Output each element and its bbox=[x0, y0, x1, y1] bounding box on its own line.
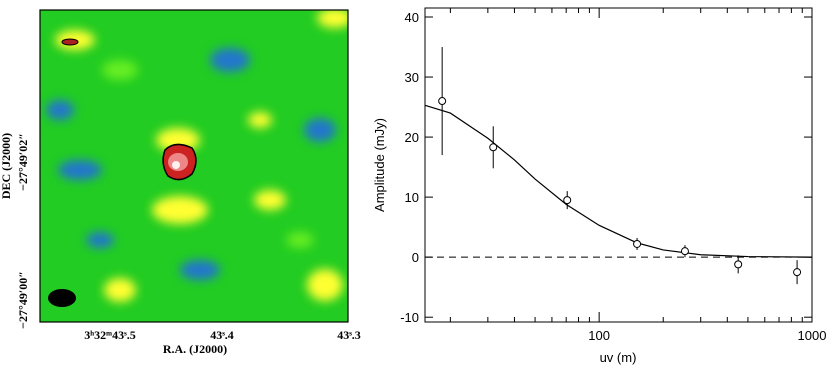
x-tick-label: 1000 bbox=[798, 328, 827, 343]
data-point bbox=[438, 97, 447, 106]
y-tick-label: 20 bbox=[405, 130, 419, 145]
map-x-tick-label: 43ˢ.4 bbox=[210, 328, 234, 342]
data-point bbox=[489, 143, 498, 152]
map-x-tick-label: 43ˢ.3 bbox=[337, 328, 361, 342]
map-ylabel: DEC (J2000) bbox=[0, 133, 13, 199]
data-point bbox=[680, 247, 689, 256]
beam bbox=[48, 289, 76, 307]
y-axis-label: Amplitude (mJy) bbox=[372, 118, 387, 212]
map-y-tick-label: −27°49′02″ bbox=[16, 133, 30, 191]
x-tick-label: 100 bbox=[588, 328, 610, 343]
data-point bbox=[734, 260, 743, 269]
map-x-tick-label: 3ʰ32ᵐ43ˢ.5 bbox=[84, 328, 135, 342]
map bbox=[40, 10, 348, 322]
map-y-tick-label: −27°49′00″ bbox=[16, 271, 30, 329]
data-point bbox=[633, 239, 642, 248]
plot-frame bbox=[424, 7, 813, 323]
data-point bbox=[793, 268, 802, 277]
source-peak bbox=[172, 161, 180, 169]
y-tick-label: 10 bbox=[405, 190, 419, 205]
y-tick-label: 30 bbox=[405, 70, 419, 85]
map-xlabel: R.A. (J2000) bbox=[163, 342, 227, 356]
fit-curve bbox=[424, 104, 813, 258]
data-point bbox=[563, 196, 572, 205]
x-axis-label: uv (m) bbox=[600, 350, 637, 365]
y-tick-label: 40 bbox=[405, 10, 419, 25]
y-tick-label: 0 bbox=[412, 250, 419, 265]
noise-peak bbox=[61, 38, 79, 46]
y-tick-label: -10 bbox=[400, 310, 419, 325]
map-texture bbox=[46, 10, 348, 302]
map-frame bbox=[39, 9, 349, 323]
